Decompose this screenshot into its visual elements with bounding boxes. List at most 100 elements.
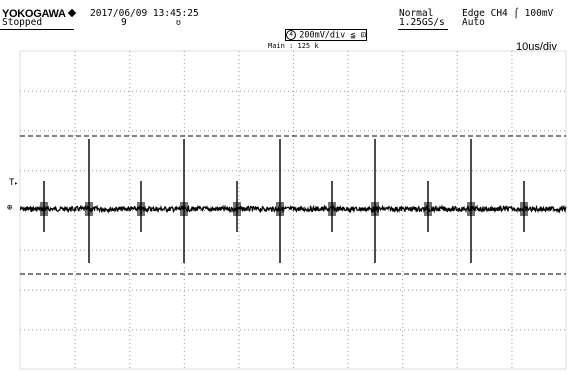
grid-dot — [511, 183, 513, 184]
grid-dot — [476, 289, 477, 291]
grid-dot — [348, 329, 349, 331]
grid-dot — [183, 99, 185, 100]
grid-dot — [40, 90, 41, 92]
grid-dot — [500, 90, 501, 92]
grid-dot — [456, 167, 458, 168]
grid-dot — [180, 329, 181, 331]
grid-dot — [460, 329, 461, 331]
grid-dot — [44, 329, 45, 331]
grid-dot — [92, 289, 93, 291]
grid-dot — [72, 170, 73, 172]
grid-dot — [152, 249, 153, 251]
grid-dot — [416, 249, 417, 251]
grid-dot — [220, 249, 221, 251]
grid-dot — [402, 143, 404, 144]
grid-dot — [64, 90, 65, 92]
grid-dot — [183, 83, 185, 84]
grid-dot — [238, 339, 240, 340]
grid-dot — [511, 55, 513, 56]
grid-dot — [44, 90, 45, 92]
grid-dot — [436, 170, 437, 172]
grid-dot — [108, 249, 109, 251]
grid-dot — [56, 90, 57, 92]
grid-dot — [480, 130, 481, 132]
grid-dot — [292, 130, 293, 132]
grid-dot — [252, 249, 253, 251]
grid-dot — [238, 151, 240, 152]
grid-dot — [112, 90, 113, 92]
grid-dot — [347, 211, 349, 212]
grid-dot — [80, 90, 81, 92]
grid-dot — [276, 90, 277, 92]
grid-dot — [74, 259, 76, 260]
grid-dot — [32, 249, 33, 251]
grid-dot — [232, 329, 233, 331]
grid-dot — [456, 91, 458, 92]
grid-dot — [238, 55, 240, 56]
trace-ringing — [137, 202, 145, 216]
grid-dot — [464, 130, 465, 132]
grid-dot — [476, 210, 477, 211]
grid-dot — [412, 329, 413, 331]
grid-dot — [293, 359, 294, 360]
grid-dot — [260, 289, 261, 291]
grid-dot — [24, 329, 25, 331]
grid-dot — [238, 187, 240, 188]
grid-dot — [511, 315, 513, 316]
grid-dot — [160, 130, 161, 132]
grid-dot — [238, 359, 240, 360]
grid-dot — [488, 90, 489, 92]
grid-dot — [440, 249, 441, 251]
grid-dot — [511, 303, 513, 304]
grid-dot — [74, 315, 76, 316]
grid-dot — [532, 210, 533, 211]
grid-dot — [129, 323, 131, 324]
grid-dot — [238, 83, 240, 84]
grid-dot — [460, 289, 461, 291]
grid-dot — [296, 289, 297, 291]
grid-dot — [74, 227, 76, 228]
grid-dot — [129, 339, 131, 340]
grid-dot — [360, 249, 361, 251]
grid-dot — [320, 289, 321, 291]
grid-dot — [129, 139, 131, 140]
grid-dot — [74, 95, 76, 96]
grid-dot — [129, 91, 131, 92]
grid-dot — [136, 130, 137, 132]
grid-dot — [96, 329, 97, 331]
grid-dot — [560, 90, 561, 92]
grid-dot — [293, 323, 294, 324]
grid-dot — [76, 90, 77, 92]
trace-ringing — [233, 202, 241, 216]
grid-dot — [128, 90, 129, 92]
grid-dot — [380, 90, 381, 92]
grid-dot — [293, 339, 294, 340]
grid-dot — [238, 115, 240, 116]
grid-dot — [347, 207, 349, 208]
grid-dot — [156, 170, 157, 172]
grid-dot — [516, 130, 517, 132]
grid-dot — [552, 249, 553, 251]
grid-dot — [293, 171, 294, 172]
grid-dot — [356, 289, 357, 291]
grid-dot — [336, 170, 337, 172]
grid-dot — [74, 179, 76, 180]
grid-dot — [108, 90, 109, 92]
grid-dot — [292, 210, 293, 211]
grid-dot — [76, 289, 77, 291]
grid-dot — [220, 210, 221, 211]
grid-dot — [293, 83, 294, 84]
grid-dot — [456, 315, 458, 316]
grid-dot — [456, 195, 458, 196]
grid-dot — [129, 239, 131, 240]
grid-dot — [129, 343, 131, 344]
channel-indicator[interactable]: 4 200mV/div ≦ ⊡ — [285, 29, 367, 41]
grid-dot — [456, 231, 458, 232]
grid-dot — [220, 289, 221, 291]
grid-dot — [183, 87, 185, 88]
grid-dot — [129, 143, 131, 144]
grid-dot — [348, 130, 349, 132]
grid-dot — [456, 79, 458, 80]
grid-dot — [296, 170, 297, 172]
